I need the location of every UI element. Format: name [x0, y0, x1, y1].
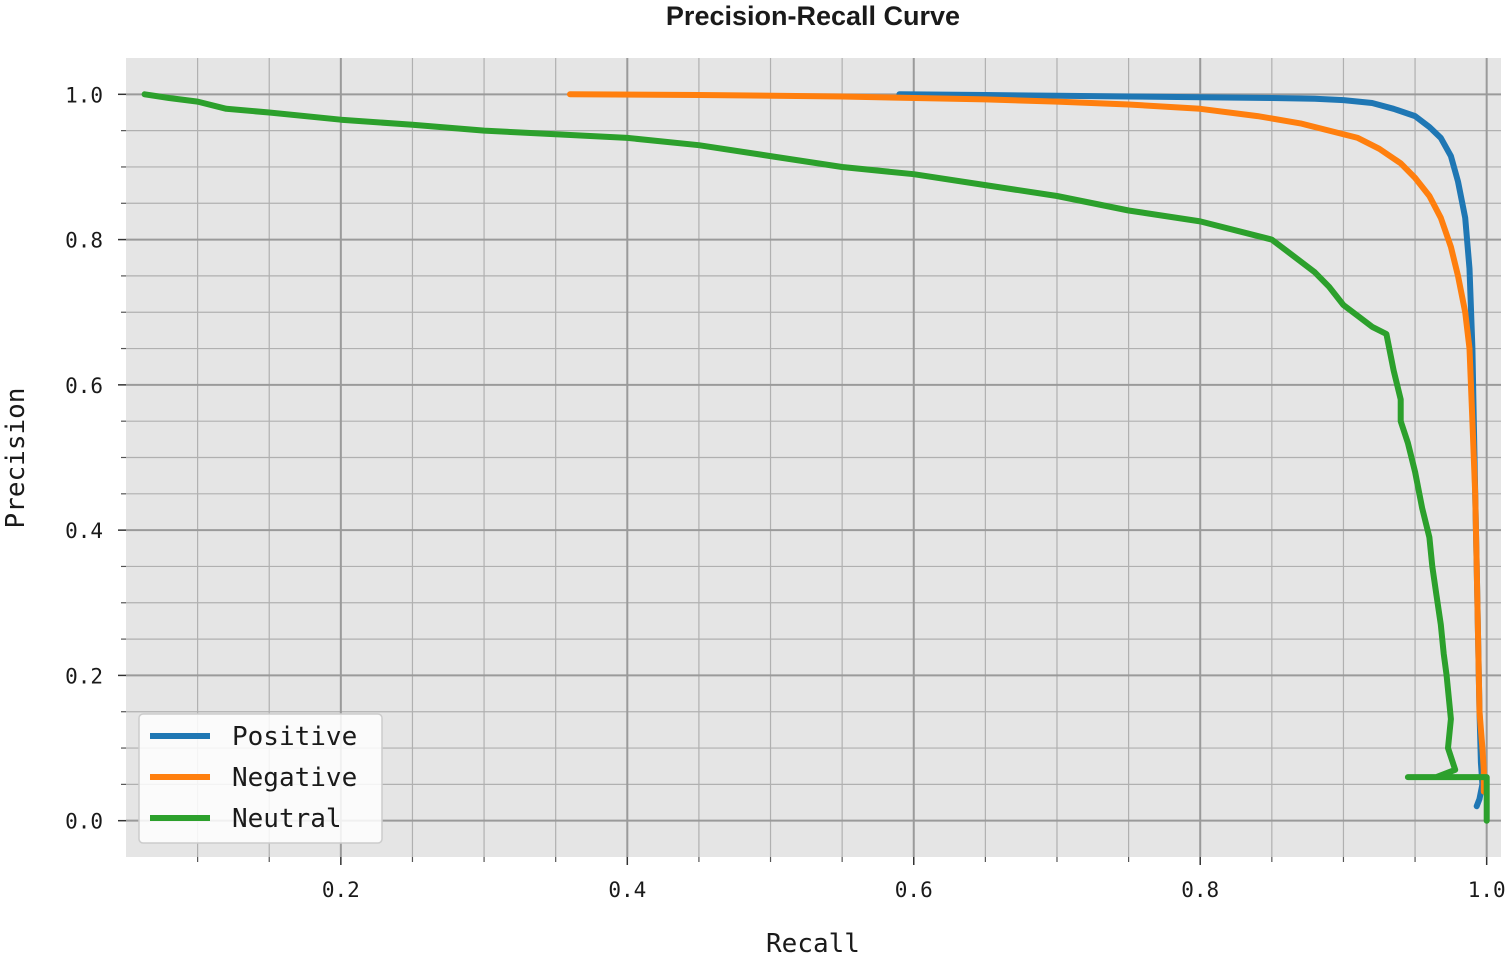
chart-title: Precision-Recall Curve [666, 1, 960, 31]
series-line-neutral [141, 91, 1490, 824]
y-tick-label: 1.0 [65, 83, 103, 107]
y-tick-label: 0.8 [65, 229, 103, 253]
legend-box [138, 713, 383, 844]
y-tick-label: 0.2 [65, 664, 103, 688]
x-tick-label: 1.0 [1468, 878, 1505, 902]
legend-label-neutral: Neutral [232, 804, 342, 834]
y-axis-label: Precision [1, 388, 31, 529]
legend-label-negative: Negative [232, 763, 357, 793]
x-tick-label: 0.4 [608, 878, 646, 902]
tick-layer: 0.2 0.4 0.6 0.8 1.0 0.0 0.2 0.4 0.6 0.8 1.0 [65, 83, 1505, 902]
x-tick-label: 0.6 [895, 878, 933, 902]
y-tick-label: 0.6 [65, 374, 103, 398]
grid-layer [126, 58, 1501, 857]
series-line-negative [567, 91, 1487, 795]
x-tick-label: 0.8 [1181, 878, 1219, 902]
legend: Positive Negative Neutral [138, 713, 383, 844]
series-layer [141, 91, 1490, 824]
y-tick-label: 0.0 [65, 810, 103, 834]
legend-label-positive: Positive [232, 722, 357, 752]
y-tick-label: 0.4 [65, 519, 103, 543]
x-axis-label: Recall [766, 929, 860, 959]
x-tick-label: 0.2 [322, 878, 360, 902]
